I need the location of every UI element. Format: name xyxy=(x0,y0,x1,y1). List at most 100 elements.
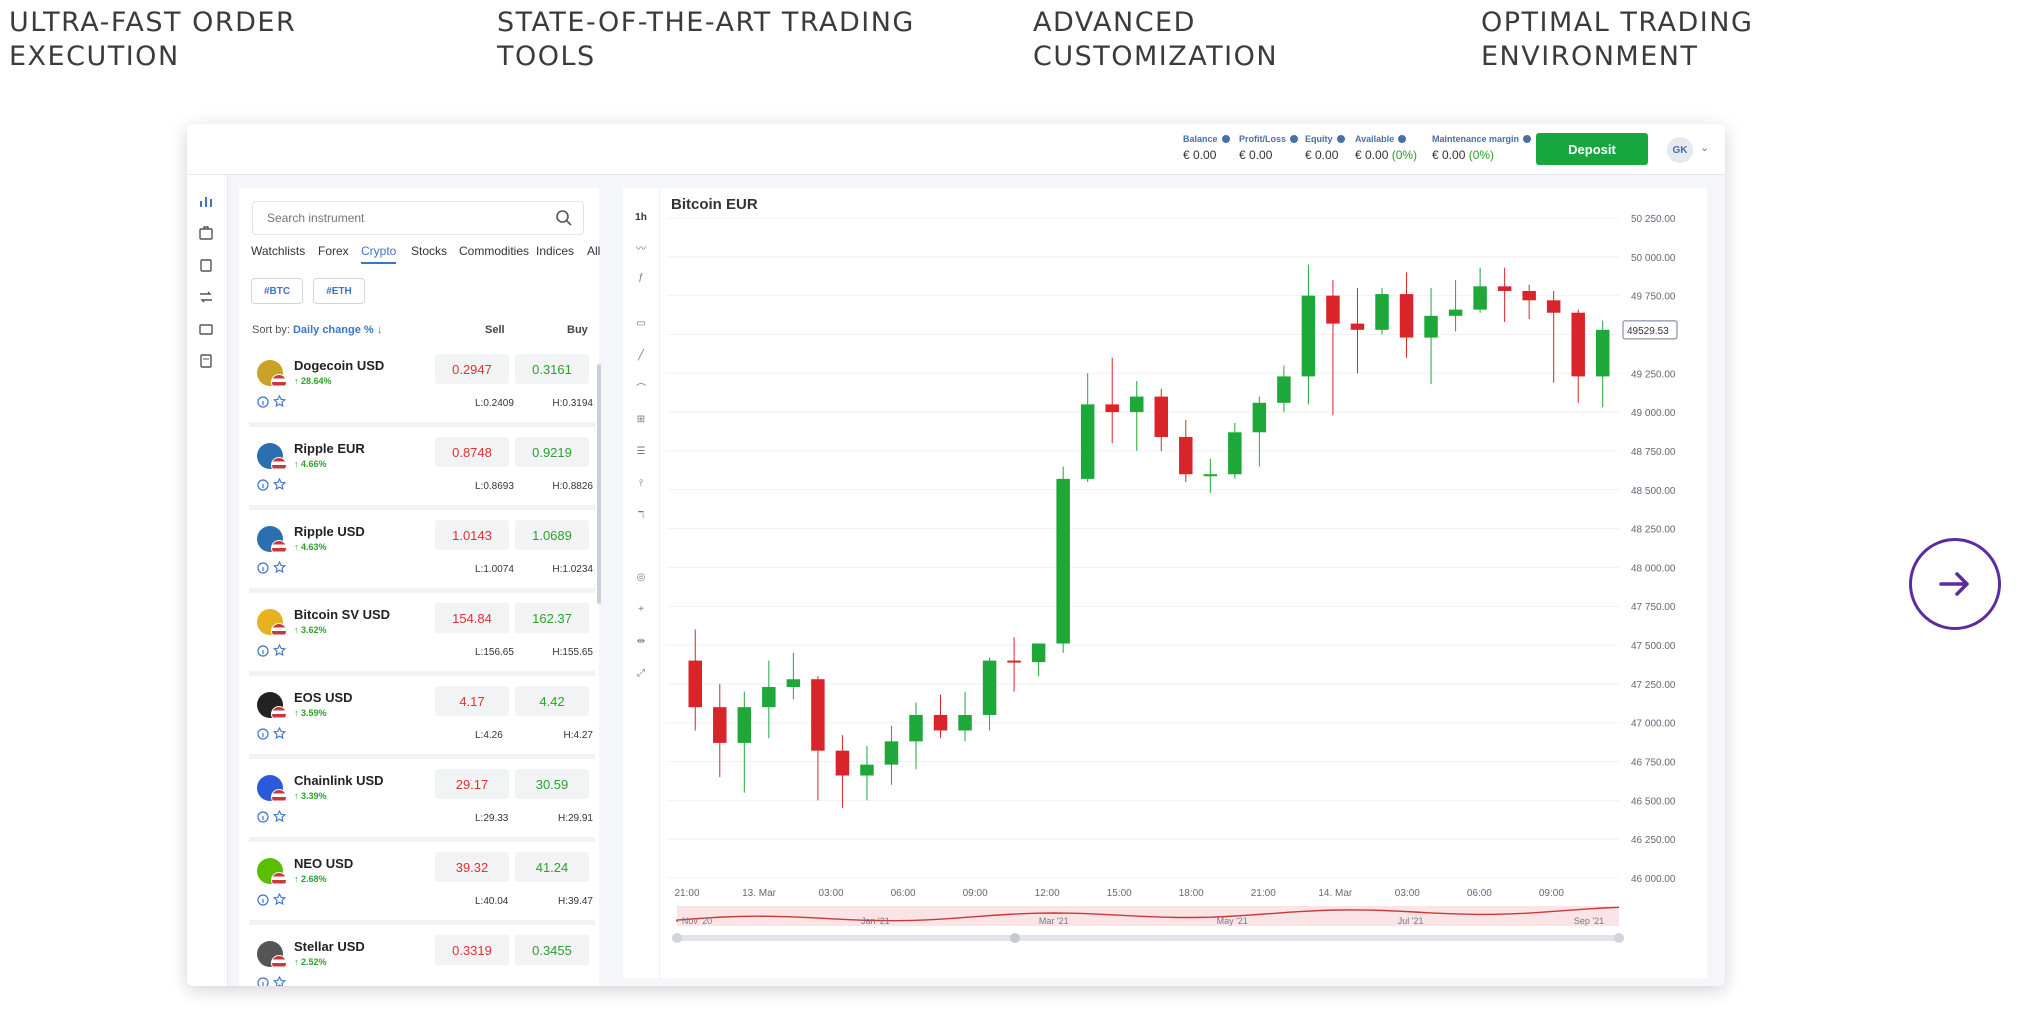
sell-button[interactable]: 1.0143 xyxy=(435,520,509,550)
instrument-row[interactable]: Bitcoin SV USD ↑ 3.62% 154.84 162.37 L:156.6… xyxy=(249,595,595,676)
equity-stat: Equity € 0.00 xyxy=(1305,134,1345,162)
sell-button[interactable]: 0.2947 xyxy=(435,354,509,384)
search-icon[interactable] xyxy=(555,209,573,227)
high-value: H:0.8826 xyxy=(552,481,593,492)
info-icon[interactable] xyxy=(257,562,269,574)
star-icon[interactable] xyxy=(273,561,286,574)
info-icon[interactable] xyxy=(257,479,269,491)
info-icon[interactable] xyxy=(257,728,269,740)
filter-chip-btc[interactable]: #BTC xyxy=(251,278,303,304)
tab-stocks[interactable]: Stocks xyxy=(411,244,448,258)
feature-heading-4[interactable]: OPTIMAL TRADING ENVIRONMENT xyxy=(1481,7,1754,72)
eye-hide-icon[interactable]: ◎ xyxy=(636,571,646,583)
list-scrollbar[interactable] xyxy=(597,364,601,604)
instrument-row[interactable]: EOS USD ↑ 3.59% 4.17 4.42 L:4.26 H:4.27 xyxy=(249,678,595,759)
info-icon[interactable] xyxy=(257,977,269,986)
buy-button[interactable]: 0.9219 xyxy=(515,437,589,467)
buy-button[interactable]: 162.37 xyxy=(515,603,589,633)
buy-button[interactable]: 1.0689 xyxy=(515,520,589,550)
star-icon[interactable] xyxy=(273,893,286,906)
document-icon[interactable] xyxy=(198,353,214,369)
sort-selector[interactable]: Daily change % ↓ xyxy=(292,324,383,336)
chart-title: Bitcoin EUR xyxy=(671,196,758,213)
tab-all[interactable]: All xyxy=(587,244,601,258)
tab-crypto[interactable]: Crypto xyxy=(361,244,397,264)
flag-icon xyxy=(271,789,287,805)
candle-body xyxy=(1424,315,1438,338)
instrument-row[interactable]: NEO USD ↑ 2.68% 39.32 41.24 L:40.04 H:39.47 xyxy=(249,844,595,925)
candle-body xyxy=(909,714,923,742)
tab-commodities[interactable]: Commodities xyxy=(459,244,530,258)
instrument-row[interactable]: Chainlink USD ↑ 3.39% 29.17 30.59 L:29.33 H:2… xyxy=(249,761,595,842)
tab-forex[interactable]: Forex xyxy=(318,244,349,258)
sell-button[interactable]: 4.17 xyxy=(435,686,509,716)
sell-button[interactable]: 0.3319 xyxy=(435,935,509,965)
fibonacci-icon[interactable]: ☰ xyxy=(636,445,646,457)
tab-watchlists[interactable]: Watchlists xyxy=(251,244,306,258)
arrow-right-icon xyxy=(1939,572,1969,596)
candle-body xyxy=(1571,312,1585,377)
trendline-icon[interactable]: ╱ xyxy=(637,349,645,361)
measure-icon[interactable]: ⇹ xyxy=(636,635,646,647)
star-icon[interactable] xyxy=(273,810,286,823)
feature-heading-2[interactable]: STATE-OF-THE-ART TRADING TOOLS xyxy=(497,7,915,72)
buy-button[interactable]: 41.24 xyxy=(515,852,589,882)
star-icon[interactable] xyxy=(273,727,286,740)
candle-body xyxy=(1105,404,1119,413)
wallet-icon[interactable] xyxy=(198,321,214,337)
info-icon[interactable] xyxy=(257,396,269,408)
search-input[interactable] xyxy=(265,210,549,226)
info-icon[interactable] xyxy=(257,811,269,823)
fullscreen-icon[interactable]: ⤢ xyxy=(637,667,645,679)
crosshair-box-icon[interactable]: ⊞ xyxy=(636,413,646,425)
avatar[interactable]: GK xyxy=(1667,137,1693,163)
buy-button[interactable]: 0.3455 xyxy=(515,935,589,965)
chevron-down-icon[interactable]: ⌄ xyxy=(1700,142,1710,154)
instrument-row[interactable]: Ripple USD ↑ 4.63% 1.0143 1.0689 L:1.0074 H:1… xyxy=(249,512,595,593)
portfolio-icon[interactable] xyxy=(198,225,214,241)
function-icon[interactable]: ƒ xyxy=(638,271,644,283)
feature-heading-1[interactable]: ULTRA-FAST ORDER EXECUTION xyxy=(9,7,297,72)
filter-chip-eth[interactable]: #ETH xyxy=(313,278,365,304)
instrument-row[interactable]: Ripple EUR ↑ 4.66% 0.8748 0.9219 L:0.8693 H:0… xyxy=(249,429,595,510)
crosshair-icon[interactable]: + xyxy=(638,603,644,615)
sell-button[interactable]: 0.8748 xyxy=(435,437,509,467)
buy-button[interactable]: 4.42 xyxy=(515,686,589,716)
star-icon[interactable] xyxy=(273,478,286,491)
chart-toolbar: 1h 〰 ƒ ▭ ╱ ⌒ ⊞ ☰ ⫯ ℸ ◎ + ⇹ ⤢ xyxy=(623,188,660,978)
flag-icon xyxy=(271,374,287,390)
navigator-tick-label: Nov '20 xyxy=(682,916,712,926)
info-icon[interactable] xyxy=(257,894,269,906)
feature-heading-3[interactable]: ADVANCED CUSTOMIZATION xyxy=(1033,7,1279,72)
star-icon[interactable] xyxy=(273,395,286,408)
chart-icon[interactable] xyxy=(198,193,214,209)
y-tick-label: 48 500.00 xyxy=(1631,486,1676,497)
sell-button[interactable]: 39.32 xyxy=(435,852,509,882)
info-icon[interactable] xyxy=(257,645,269,657)
curve-icon[interactable]: ⌒ xyxy=(636,383,646,395)
indicator-icon[interactable]: 〰 xyxy=(636,243,646,255)
star-icon[interactable] xyxy=(273,976,286,986)
pitchfork-icon[interactable]: ⫯ xyxy=(638,477,644,489)
candle-body xyxy=(1228,432,1242,475)
buy-button[interactable]: 0.3161 xyxy=(515,354,589,384)
y-tick-label: 46 750.00 xyxy=(1631,758,1676,769)
candle-body xyxy=(713,707,727,743)
comment-icon[interactable]: ▭ xyxy=(636,317,646,329)
sell-button[interactable]: 154.84 xyxy=(435,603,509,633)
instrument-row[interactable]: Dogecoin USD ↑ 28.64% 0.2947 0.3161 L:0.2409… xyxy=(249,346,595,427)
tab-indices[interactable]: Indices xyxy=(536,244,575,258)
text-tool-icon[interactable]: ℸ xyxy=(637,509,645,521)
sell-button[interactable]: 29.17 xyxy=(435,769,509,799)
next-slide-button[interactable] xyxy=(1909,538,2001,630)
candle-body xyxy=(1301,295,1316,377)
star-icon[interactable] xyxy=(273,644,286,657)
briefcase-icon[interactable] xyxy=(198,257,214,273)
buy-button[interactable]: 30.59 xyxy=(515,769,589,799)
x-tick-label: 12:00 xyxy=(1035,888,1060,899)
deposit-button[interactable]: Deposit xyxy=(1536,133,1648,165)
transfer-icon[interactable] xyxy=(198,289,214,305)
instrument-row[interactable]: Stellar USD ↑ 2.52% 0.3319 0.3455 xyxy=(249,927,595,986)
interval-selector[interactable]: 1h xyxy=(635,211,647,223)
